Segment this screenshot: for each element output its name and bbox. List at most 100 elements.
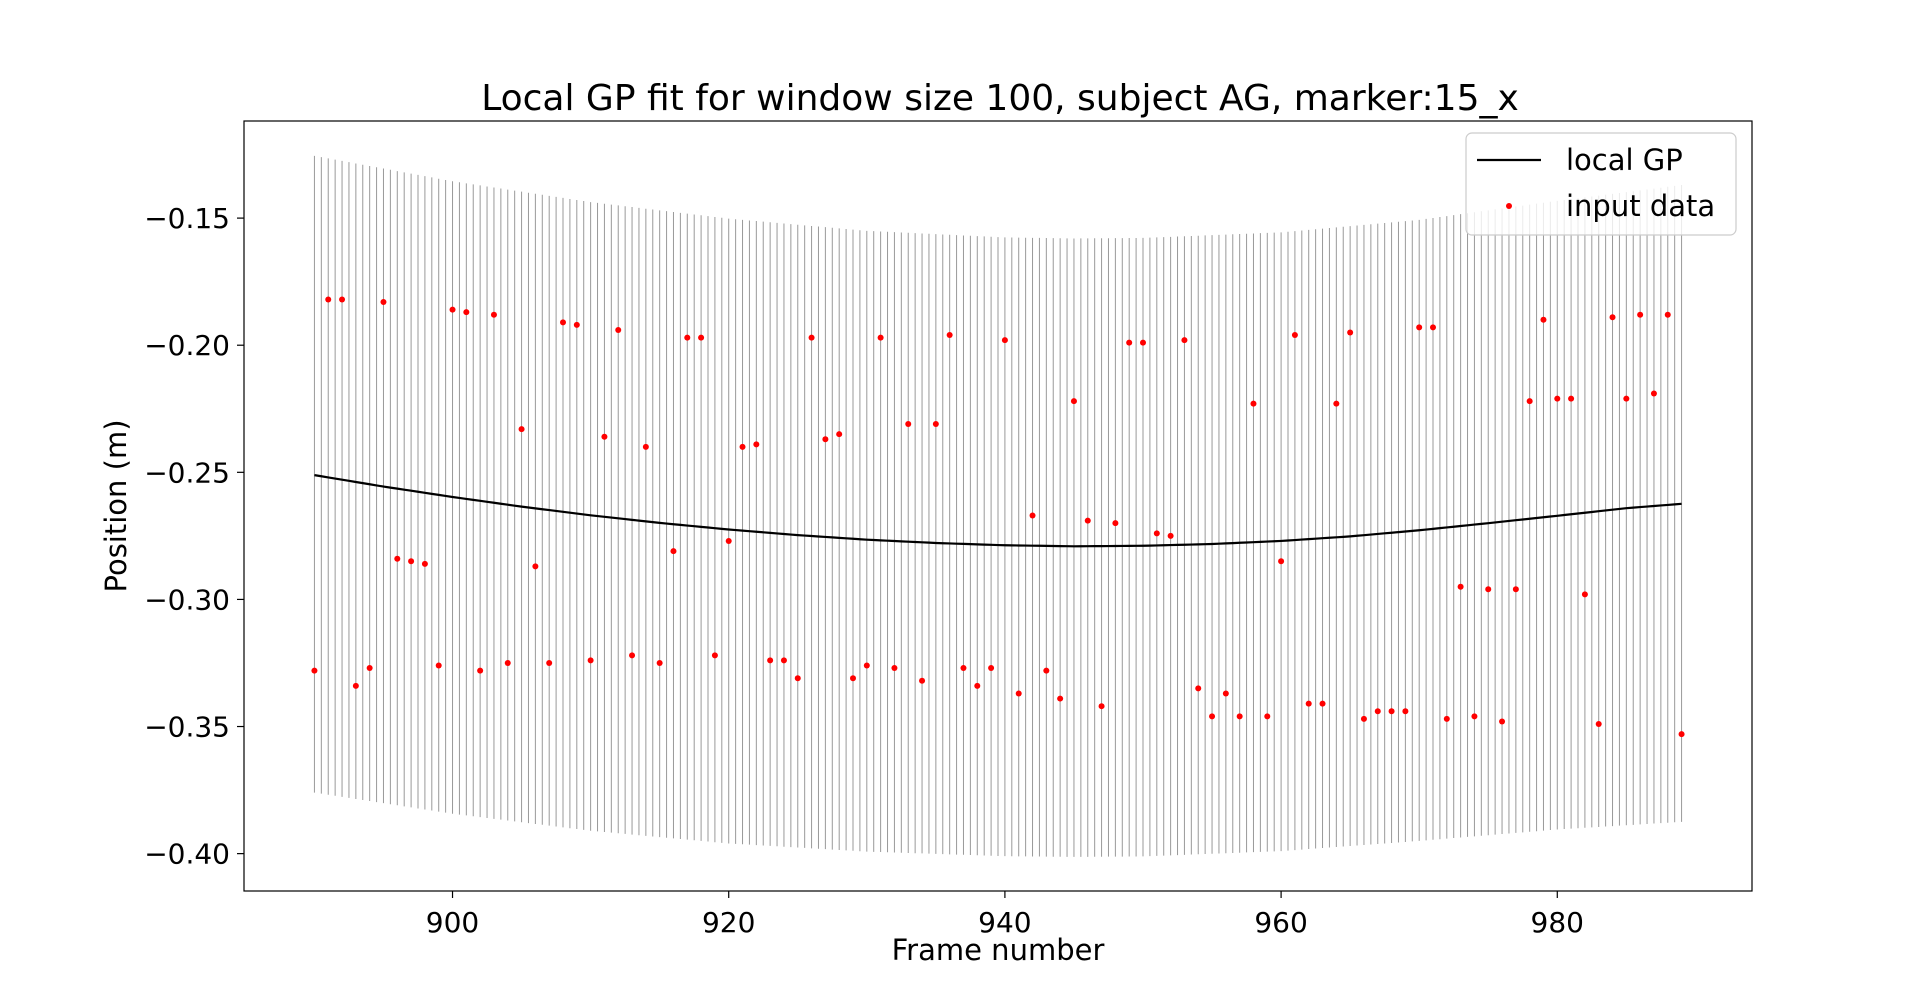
data-point [601, 433, 608, 440]
legend-box [1465, 132, 1737, 236]
data-point [587, 657, 594, 664]
data-point [1236, 713, 1243, 720]
data-point [490, 311, 497, 318]
data-point [1319, 700, 1326, 707]
data-point [974, 682, 981, 689]
y-tick-label: −0.15 [144, 202, 230, 235]
legend-label-input-data: input data [1566, 189, 1715, 223]
data-point [1070, 398, 1077, 405]
data-point [794, 675, 801, 682]
data-point [932, 421, 939, 428]
data-point [1029, 512, 1036, 519]
data-point [725, 537, 732, 544]
data-point [1305, 700, 1312, 707]
data-point [1209, 713, 1216, 720]
y-tick-label: −0.40 [144, 838, 230, 871]
data-point [1015, 690, 1022, 697]
data-point [656, 659, 663, 666]
data-point [1098, 703, 1105, 710]
data-point [1222, 690, 1229, 697]
x-tick-label: 900 [426, 906, 479, 939]
data-point [1126, 339, 1133, 346]
data-point [560, 319, 566, 326]
data-point [698, 334, 705, 341]
y-tick-label: −0.35 [144, 711, 230, 744]
data-point [546, 659, 553, 666]
data-point [1153, 530, 1160, 537]
x-tick-label: 940 [978, 906, 1031, 939]
data-point [1388, 708, 1395, 715]
data-point [960, 665, 967, 672]
data-point [711, 652, 718, 659]
y-tick-label: −0.25 [144, 456, 230, 489]
data-point [408, 558, 415, 565]
data-point [946, 332, 953, 339]
plot-frame [243, 120, 1753, 892]
data-point [325, 296, 332, 303]
x-axis-ticks: 900 920 940 960 980 [426, 891, 1584, 939]
data-point [1416, 324, 1423, 331]
data-point [1499, 718, 1506, 725]
y-tick-label: −0.30 [144, 583, 230, 616]
data-point [1057, 695, 1064, 702]
data-point [1512, 586, 1519, 593]
data-point [1084, 517, 1091, 524]
data-point [1485, 586, 1492, 593]
legend-label-local-gp: local GP [1566, 143, 1683, 177]
data-point [1278, 558, 1285, 565]
data-point [1526, 398, 1533, 405]
data-point [463, 309, 470, 316]
data-point [1195, 685, 1202, 692]
data-point [311, 667, 318, 674]
data-point [435, 662, 442, 669]
data-point [1457, 583, 1464, 590]
data-point [1250, 400, 1257, 407]
data-point [684, 334, 691, 341]
data-point [1167, 532, 1174, 539]
data-point [1471, 713, 1478, 720]
legend: local GP input data [1465, 132, 1737, 236]
chart-title: Local GP fit for window size 100, subjec… [481, 78, 1519, 119]
data-point [1540, 316, 1547, 323]
data-point [1264, 713, 1271, 720]
data-point [380, 298, 387, 305]
y-axis-label: Position (m) [99, 419, 133, 592]
input-data-points [311, 296, 1685, 738]
data-point [1609, 314, 1616, 321]
data-point [1140, 339, 1146, 346]
data-point [352, 682, 359, 689]
data-point [863, 662, 870, 669]
x-axis-label: Frame number [892, 933, 1105, 967]
data-point [767, 657, 774, 664]
data-point [1430, 324, 1436, 331]
data-point [850, 675, 856, 682]
gp-line-group [314, 474, 1682, 548]
data-point [1581, 591, 1588, 598]
data-point [1443, 715, 1450, 722]
x-tick-label: 980 [1531, 906, 1584, 939]
data-point [1043, 667, 1050, 674]
data-point [1623, 395, 1630, 402]
data-point [1554, 395, 1561, 402]
data-point [919, 677, 926, 684]
data-point [1347, 329, 1354, 336]
data-point [1595, 720, 1602, 727]
data-point [780, 657, 787, 664]
data-point [739, 443, 746, 450]
data-point [532, 563, 539, 570]
data-point [629, 652, 636, 659]
data-point [366, 665, 373, 672]
data-point [1001, 337, 1008, 344]
data-point [518, 426, 525, 433]
data-point [808, 334, 815, 341]
legend-point-swatch [1506, 203, 1512, 209]
data-point [891, 665, 898, 672]
data-point [1333, 400, 1340, 407]
data-point [421, 560, 428, 567]
data-point [822, 436, 829, 443]
data-point [1402, 708, 1409, 715]
data-point [1112, 520, 1119, 527]
data-point [1678, 731, 1685, 738]
